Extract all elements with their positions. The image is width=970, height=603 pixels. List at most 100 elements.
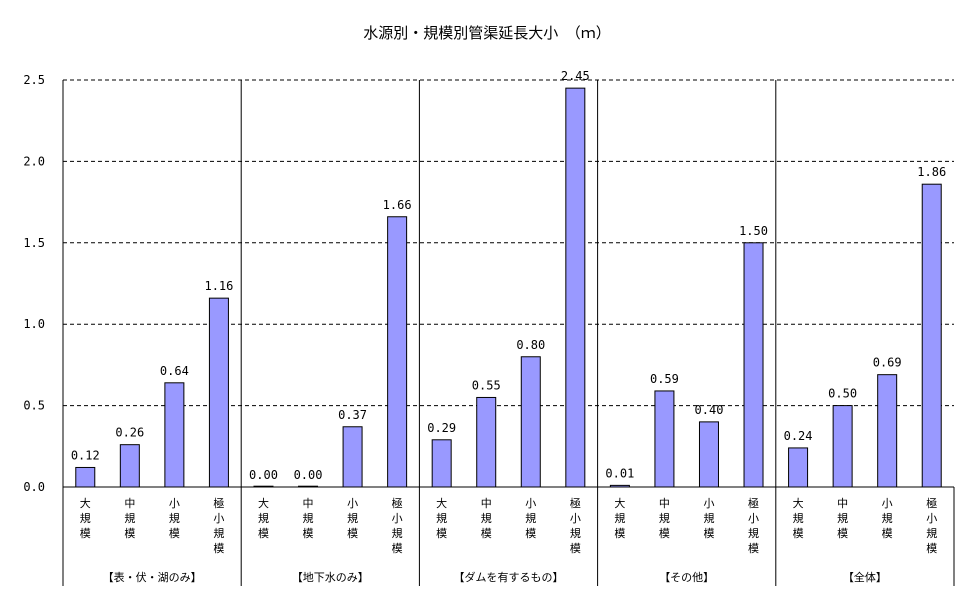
group-label: 【ダムを有するもの】 [454,570,564,584]
x-category-char: 模 [436,527,447,540]
x-category-char: 規 [793,511,804,525]
bar-value-label: 0.26 [115,426,144,440]
x-category-char: 模 [347,527,358,540]
x-category-char: 中 [303,497,314,510]
bar-value-label: 0.29 [427,421,456,435]
x-category-char: 小 [347,497,358,510]
bar-value-label: 0.69 [873,356,902,370]
x-category-char: 小 [525,497,536,510]
bar-value-label: 1.16 [204,279,233,293]
axes: 0.00.51.01.52.02.5大規模中規模小規模極小規模【表・伏・湖のみ】… [23,73,954,584]
x-category-label: 小規模 [882,497,893,540]
x-category-char: 模 [525,527,536,540]
x-category-char: 極 [392,496,403,510]
bar-value-label: 0.01 [605,466,634,480]
bar-value-label: 0.12 [71,448,100,462]
x-category-label: 小規模 [169,497,180,540]
bar-value-label: 1.50 [739,224,768,238]
x-category-char: 模 [703,527,714,540]
x-category-label: 小規模 [525,497,536,540]
y-tick-label: 0.5 [23,399,45,413]
x-category-char: 規 [347,511,358,525]
x-category-char: 規 [169,511,180,525]
bar [75,466,96,488]
x-category-char: 規 [570,526,581,540]
x-category-char: 大 [436,496,447,510]
x-category-char: 小 [703,497,714,510]
x-category-char: 極 [748,496,759,510]
bar [565,87,586,488]
bar [743,242,764,488]
x-category-char: 小 [748,512,759,525]
bar [164,382,185,488]
x-category-char: 模 [837,527,848,540]
x-category-char: 規 [80,511,91,525]
x-category-char: 規 [837,511,848,525]
y-tick-label: 1.0 [23,317,45,331]
x-category-char: 規 [614,511,625,525]
x-category-label: 小規模 [703,497,714,540]
x-category-char: 模 [481,527,492,540]
x-category-char: 中 [659,497,670,510]
x-category-label: 中規模 [303,497,314,540]
bar-value-label: 2.45 [561,69,590,83]
x-category-char: 模 [392,542,403,555]
bar [208,297,229,488]
bar-value-label: 0.00 [294,468,323,482]
bar-value-label: 0.55 [472,378,501,392]
bar [520,356,541,488]
bar-value-label: 0.50 [828,387,857,401]
x-category-char: 小 [169,497,180,510]
x-category-char: 模 [213,542,224,555]
x-category-char: 中 [124,497,135,510]
x-category-label: 中規模 [481,497,492,540]
x-category-char: 模 [124,527,135,540]
x-category-label: 小規模 [347,497,358,540]
bars [75,87,942,488]
x-category-char: 大 [258,496,269,510]
x-category-char: 規 [392,526,403,540]
x-category-char: 模 [303,527,314,540]
chart-title: 水源別・規模別管渠延長大小 （ｍ） [363,24,611,42]
bar [654,390,675,488]
x-category-char: 小 [570,512,581,525]
bar [431,439,452,488]
grid-lines [63,79,954,407]
x-category-char: 模 [614,527,625,540]
x-category-char: 規 [525,511,536,525]
x-category-char: 模 [659,527,670,540]
bar-value-label: 1.86 [917,165,946,179]
x-category-char: 模 [258,527,269,540]
x-category-label: 大規模 [614,496,625,540]
y-tick-label: 1.5 [23,236,45,250]
x-category-char: 小 [392,512,403,525]
x-category-char: 規 [213,526,224,540]
bar-value-label: 0.59 [650,372,679,386]
group-separators [62,80,955,586]
x-category-char: 極 [570,496,581,510]
bar-value-label: 0.37 [338,408,367,422]
x-category-label: 大規模 [258,496,269,540]
x-category-char: 小 [213,512,224,525]
x-category-char: 極 [926,496,937,510]
x-category-char: 規 [659,511,670,525]
x-category-char: 大 [80,496,91,510]
x-category-char: 規 [258,511,269,525]
data-labels: 0.12 0.26 0.64 1.16 0.00 0.00 0.37 1.66 0.29 0.55… [71,69,946,482]
x-category-char: 規 [926,526,937,540]
x-category-label: 大規模 [436,496,447,540]
x-category-char: 規 [882,511,893,525]
x-category-char: 小 [882,497,893,510]
bar [921,183,942,488]
x-category-label: 大規模 [80,496,91,540]
bar [476,396,497,488]
bar [788,447,809,488]
x-category-char: 中 [837,497,848,510]
x-category-label: 中規模 [659,497,670,540]
x-category-char: 規 [481,511,492,525]
